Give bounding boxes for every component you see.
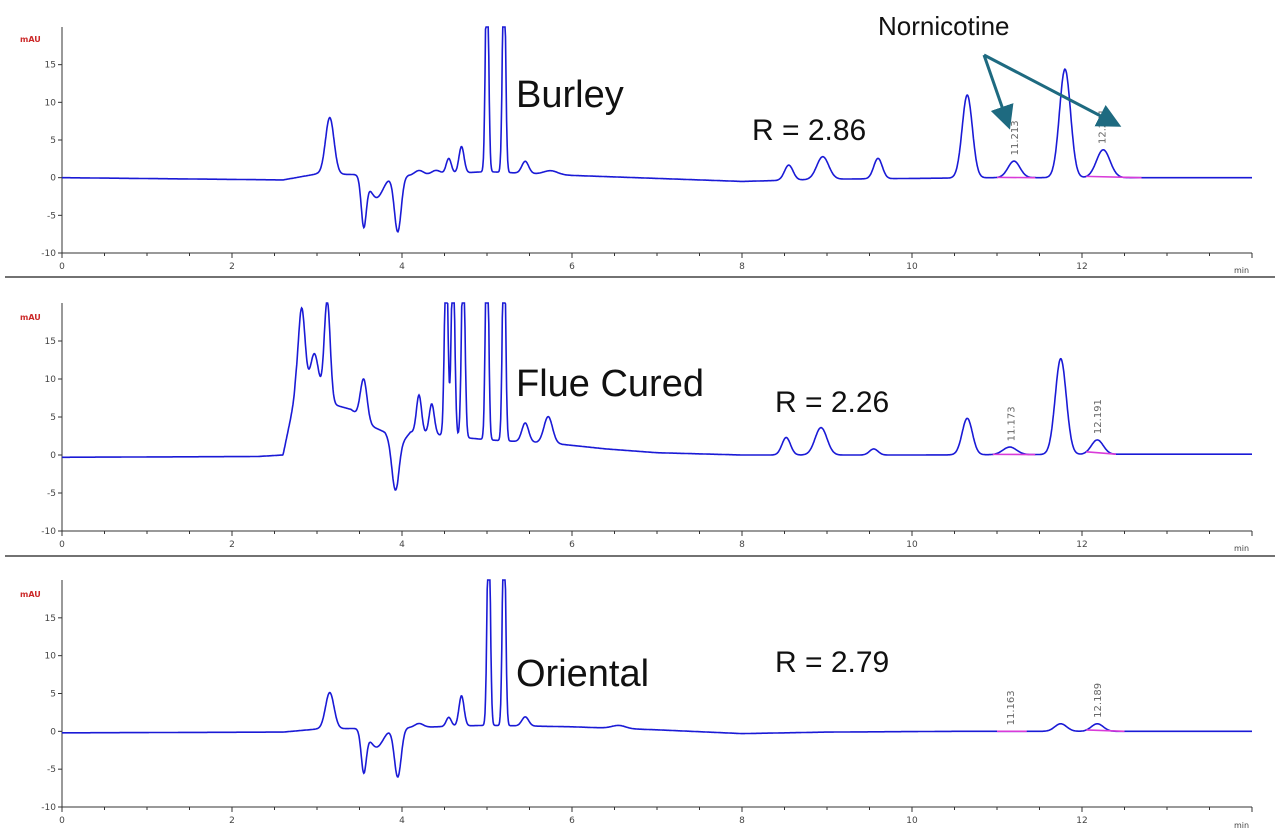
x-tick-label: 12 (1076, 262, 1087, 272)
integration-baseline (1086, 729, 1125, 733)
y-tick-label: 10 (45, 375, 57, 385)
ratio-label-flue-cured: R = 2.26 (775, 386, 889, 419)
y-tick-label: -5 (47, 765, 56, 775)
y-tick-label: 10 (45, 98, 57, 108)
y-tick-label: 15 (45, 614, 56, 624)
y-tick-label: -10 (41, 803, 56, 813)
sample-label-flue-cured: Flue Cured (516, 363, 704, 405)
peak-retention-label: 11.173 (1007, 406, 1018, 441)
x-tick-label: 8 (739, 262, 745, 272)
y-tick-label: 0 (50, 174, 56, 184)
y-tick-label: 5 (50, 413, 56, 423)
x-unit-label: min (1234, 544, 1249, 553)
ratio-label-oriental: R = 2.79 (775, 646, 889, 679)
x-tick-label: 10 (906, 816, 918, 826)
y-unit-label: mAU (20, 313, 41, 322)
ratio-label-burley: R = 2.86 (752, 114, 866, 147)
y-tick-label: 10 (45, 652, 57, 662)
x-tick-label: 8 (739, 540, 745, 550)
peak-retention-label: 12.191 (1093, 399, 1104, 434)
nornicotine-annotation-label: Nornicotine (878, 11, 1010, 41)
x-unit-label: min (1234, 821, 1249, 830)
nornicotine-annotation: Nornicotine (878, 11, 1122, 130)
chromatogram-trace (62, 26, 1252, 233)
y-tick-label: 5 (50, 690, 56, 700)
y-tick-label: -10 (41, 249, 56, 259)
sample-label-burley: Burley (516, 74, 624, 116)
integration-baseline (1086, 451, 1117, 455)
peak-retention-label: 11.213 (1010, 120, 1021, 155)
annotation-arrow (982, 54, 1014, 130)
x-tick-label: 10 (906, 262, 918, 272)
y-tick-label: 15 (45, 61, 56, 71)
x-tick-label: 2 (229, 540, 235, 550)
y-unit-label: mAU (20, 590, 41, 599)
sample-label-oriental: Oriental (516, 653, 649, 695)
y-tick-label: 0 (50, 727, 56, 737)
y-unit-label: mAU (20, 35, 41, 44)
annotation-arrow (983, 53, 1122, 127)
x-tick-label: 6 (569, 540, 575, 550)
x-tick-label: 6 (569, 816, 575, 826)
peak-retention-label: 11.163 (1006, 690, 1017, 725)
x-tick-label: 2 (229, 816, 235, 826)
integration-baseline (1086, 175, 1142, 179)
y-tick-label: 15 (45, 337, 56, 347)
x-unit-label: min (1234, 266, 1249, 275)
x-tick-label: 6 (569, 262, 575, 272)
y-tick-label: 5 (50, 136, 56, 146)
x-tick-label: 0 (59, 816, 65, 826)
x-tick-label: 4 (399, 540, 405, 550)
x-tick-label: 4 (399, 816, 405, 826)
peak-retention-label: 12.189 (1093, 683, 1104, 718)
y-tick-label: -5 (47, 211, 56, 221)
x-tick-label: 0 (59, 262, 65, 272)
chromatogram-panel-flue-cured: -10 -5 0 5 10 15 0 2 4 6 8 10 12 11.173 12.191 mAU mi… (20, 302, 1253, 553)
y-tick-label: -10 (41, 527, 56, 537)
x-tick-label: 12 (1076, 540, 1087, 550)
y-tick-label: 0 (50, 451, 56, 461)
chromatogram-panel-oriental: -10 -5 0 5 10 15 0 2 4 6 8 10 12 11.163 12.189 mAU mi… (20, 579, 1253, 830)
x-tick-label: 10 (906, 540, 918, 550)
y-tick-label: -5 (47, 489, 56, 499)
x-tick-label: 2 (229, 262, 235, 272)
chromatogram-trace (62, 302, 1252, 491)
x-tick-label: 4 (399, 262, 405, 272)
x-tick-label: 8 (739, 816, 745, 826)
x-tick-label: 12 (1076, 816, 1087, 826)
chromatogram-trace (62, 579, 1252, 779)
x-tick-label: 0 (59, 540, 65, 550)
